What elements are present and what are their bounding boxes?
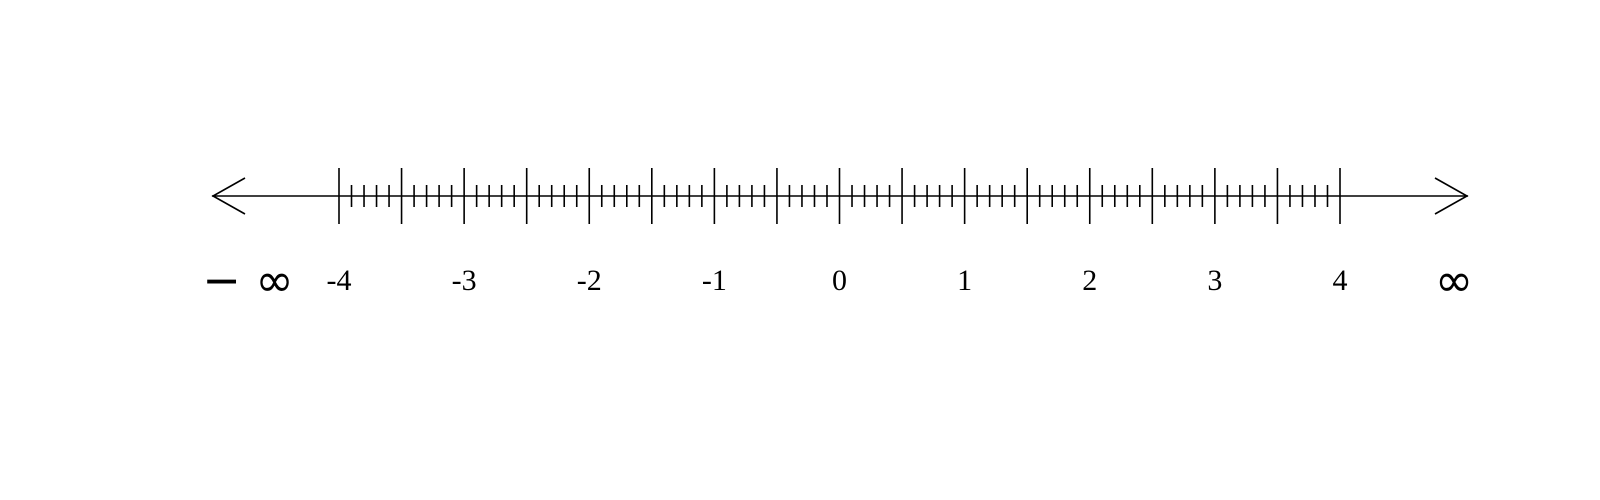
tick-label: 4	[1333, 264, 1348, 297]
tick-label: 1	[957, 264, 972, 297]
ticks	[338, 168, 1341, 224]
tick-labels: -4 -3 -2 -1 0 1 2 3 4	[327, 264, 1348, 297]
left-arrow-head	[211, 177, 246, 215]
right-arrow-head	[1434, 177, 1469, 215]
tick-label: -1	[702, 264, 727, 297]
negative-infinity-label: − ∞	[202, 253, 293, 307]
tick-label: 2	[1082, 264, 1097, 297]
tick-label: 3	[1207, 264, 1222, 297]
tick-label: -4	[327, 264, 352, 297]
tick-label: 0	[832, 264, 847, 297]
tick-label: -3	[452, 264, 477, 297]
positive-infinity-label: ∞	[1435, 253, 1473, 307]
tick-label: -2	[577, 264, 602, 297]
